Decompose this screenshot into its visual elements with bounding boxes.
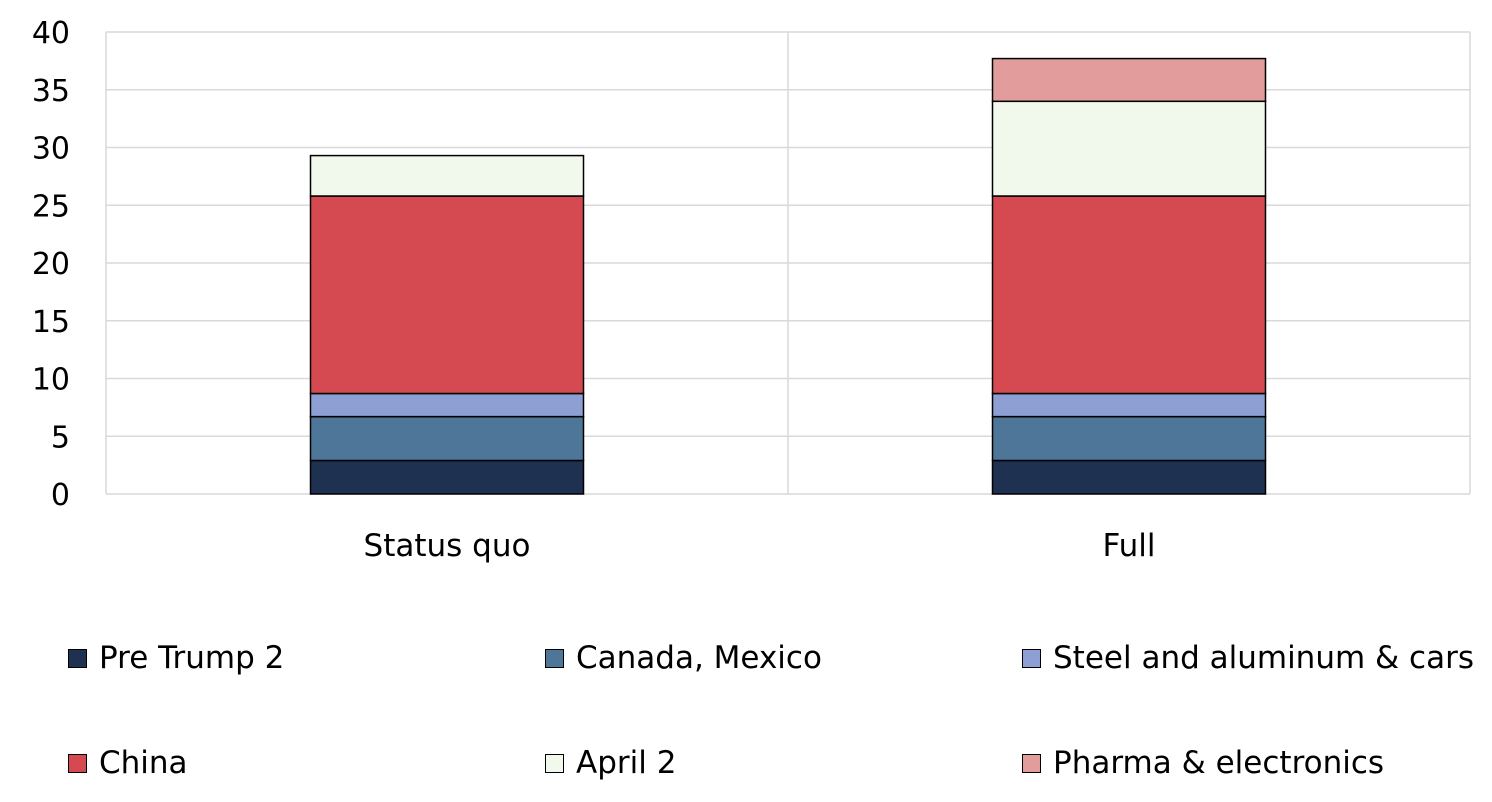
- y-tick-label: 20: [32, 247, 70, 282]
- bar-segment-canada-mexico-status-quo: [309, 415, 585, 462]
- bar-segment-china-full: [991, 195, 1267, 395]
- y-tick-label: 30: [32, 132, 70, 167]
- y-tick-label: 10: [32, 363, 70, 398]
- y-tick-label: 40: [32, 16, 70, 51]
- y-tick-label: 15: [32, 305, 70, 340]
- bar-segment-pharma-electronics-full: [991, 57, 1267, 103]
- y-tick-label: 0: [51, 478, 70, 513]
- x-tick-label: Full: [1102, 528, 1155, 564]
- y-tick-label: 35: [32, 74, 70, 109]
- bar-segment-canada-mexico-full: [991, 415, 1267, 462]
- x-tick-label: Status quo: [364, 528, 531, 564]
- bar-segment-steel-and-aluminum-cars-status-quo: [309, 392, 585, 418]
- bars: [309, 57, 1267, 495]
- x-axis-tick-labels: Status quo Full: [364, 528, 1156, 564]
- bar-segment-china-status-quo: [309, 195, 585, 395]
- y-tick-label: 25: [32, 189, 70, 224]
- bar-segment-pre-trump-2-full: [991, 459, 1267, 495]
- bar-segment-april-2-status-quo: [309, 154, 585, 197]
- bar-segment-steel-and-aluminum-cars-full: [991, 392, 1267, 418]
- bar-segment-pre-trump-2-status-quo: [309, 459, 585, 495]
- y-tick-label: 5: [51, 420, 70, 455]
- bar-segment-april-2-full: [991, 100, 1267, 197]
- y-axis-tick-labels: 0 5 10 15 20 25 30 35 40: [32, 16, 70, 513]
